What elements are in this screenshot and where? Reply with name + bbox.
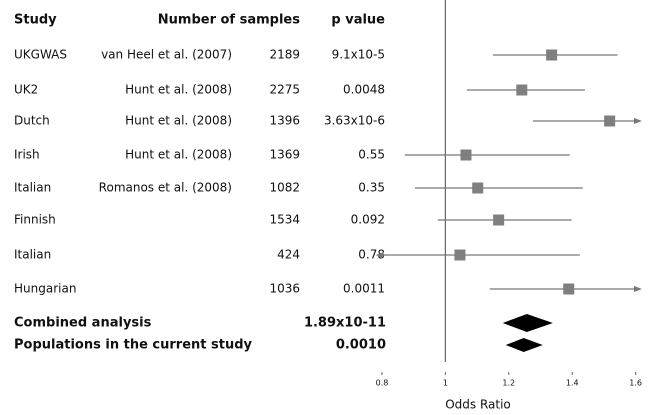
summary-p: 0.0010 (336, 338, 386, 353)
reference: van Heel et al. (2007) (101, 48, 232, 62)
summary-diamond (502, 314, 553, 332)
p-value: 0.0011 (343, 282, 385, 296)
p-value: 0.0048 (343, 83, 385, 97)
odds-ratio-square (472, 182, 484, 194)
x-axis-label: Odds Ratio (445, 398, 511, 412)
reference: Hunt et al. (2008) (125, 148, 232, 162)
p-value: 0.092 (351, 213, 385, 227)
samples: 424 (277, 248, 300, 262)
reference: Hunt et al. (2008) (125, 114, 232, 128)
odds-ratio-square (546, 49, 558, 61)
arrow (634, 118, 642, 124)
p-value: 9.1x10-5 (332, 48, 385, 62)
summary-diamond (505, 338, 543, 352)
samples: 1534 (269, 213, 300, 227)
odds-ratio-square (493, 214, 505, 226)
x-tick-label: 1.4 (566, 379, 579, 388)
odds-ratio-square (604, 115, 616, 127)
x-tick-label: 1.6 (629, 379, 642, 388)
arrow (634, 286, 642, 292)
x-tick-label: 0.8 (376, 379, 389, 388)
study-name: Italian (14, 248, 51, 262)
p-value: 0.78 (358, 248, 385, 262)
samples: 1369 (269, 148, 300, 162)
samples: 1036 (269, 282, 300, 296)
header-study: Study (14, 13, 57, 28)
header-samples: Number of samples (158, 13, 300, 28)
odds-ratio-square (516, 84, 528, 96)
summary-label: Populations in the current study (14, 338, 253, 353)
reference: Romanos et al. (2008) (99, 181, 232, 195)
study-name: UK2 (14, 83, 38, 97)
x-tick-label: 1 (443, 379, 448, 388)
study-name: Hungarian (14, 282, 76, 296)
summary-label: Combined analysis (14, 316, 152, 331)
p-value: 3.63x10-6 (324, 114, 385, 128)
samples: 2189 (269, 48, 300, 62)
samples: 1396 (269, 114, 300, 128)
p-value: 0.35 (358, 181, 385, 195)
study-name: Irish (14, 148, 40, 162)
study-name: Finnish (14, 213, 56, 227)
study-name: Italian (14, 181, 51, 195)
odds-ratio-square (563, 283, 575, 295)
samples: 2275 (269, 83, 300, 97)
odds-ratio-square (460, 149, 472, 161)
summary-p: 1.89x10-11 (304, 316, 386, 331)
samples: 1082 (269, 181, 300, 195)
p-value: 0.55 (358, 148, 385, 162)
x-tick-label: 1.2 (502, 379, 515, 388)
arrow (375, 252, 384, 258)
odds-ratio-square (454, 249, 466, 261)
study-name: Dutch (14, 114, 50, 128)
reference: Hunt et al. (2008) (125, 83, 232, 97)
study-name: UKGWAS (14, 48, 67, 62)
header-p: p value (331, 13, 385, 28)
